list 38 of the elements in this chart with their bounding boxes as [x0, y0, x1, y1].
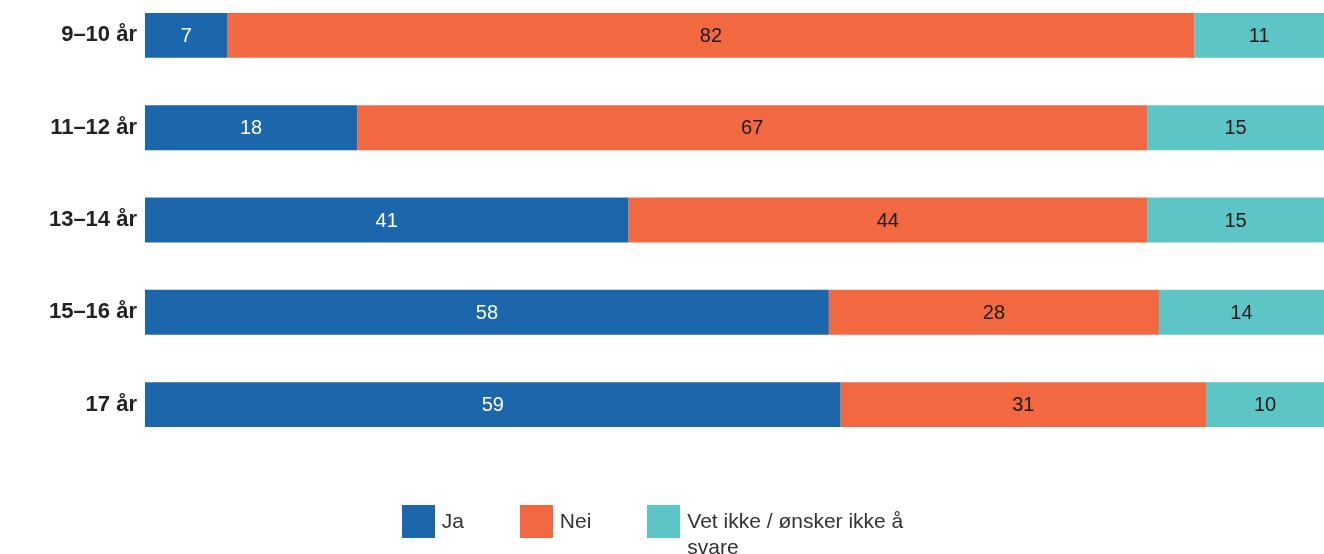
bar	[628, 197, 1148, 243]
y-tick-label: 17 år	[85, 390, 138, 416]
data-label: 7	[180, 23, 192, 46]
y-tick-label: 15–16 år	[48, 298, 138, 324]
bar	[1194, 12, 1324, 58]
bar	[1147, 197, 1324, 243]
data-label: 10	[1253, 393, 1277, 416]
data-label: 41	[375, 208, 398, 231]
bar	[145, 382, 841, 428]
bar	[145, 105, 358, 151]
y-tick-label: 11–12 år	[50, 113, 138, 139]
bar	[227, 12, 1195, 58]
legend-label: Nei	[559, 508, 592, 534]
data-label: 67	[741, 116, 764, 139]
bar	[145, 289, 829, 335]
bar	[840, 382, 1207, 428]
data-label: 15	[1224, 116, 1247, 139]
data-label: 15	[1224, 208, 1247, 231]
bar	[1158, 289, 1324, 335]
data-label: 31	[1012, 393, 1035, 416]
bar	[828, 289, 1159, 335]
data-label: 82	[699, 23, 723, 46]
data-label: 14	[1230, 300, 1253, 323]
bar	[357, 105, 1148, 151]
data-label: 44	[876, 208, 899, 231]
bar	[145, 197, 629, 243]
legend-label: Ja	[441, 508, 464, 534]
data-label: 28	[982, 300, 1006, 323]
bar	[1147, 105, 1324, 151]
bar	[145, 12, 228, 58]
legend-label: Vet ikke / ønsker ikke å svare	[687, 508, 905, 554]
bar	[1206, 382, 1324, 428]
data-label: 58	[475, 300, 499, 323]
y-tick-label: 9–10 år	[61, 21, 138, 47]
data-label: 11	[1248, 23, 1270, 46]
data-label: 18	[239, 116, 263, 139]
y-tick-label: 13–14 år	[48, 206, 138, 232]
data-label: 59	[481, 393, 504, 416]
